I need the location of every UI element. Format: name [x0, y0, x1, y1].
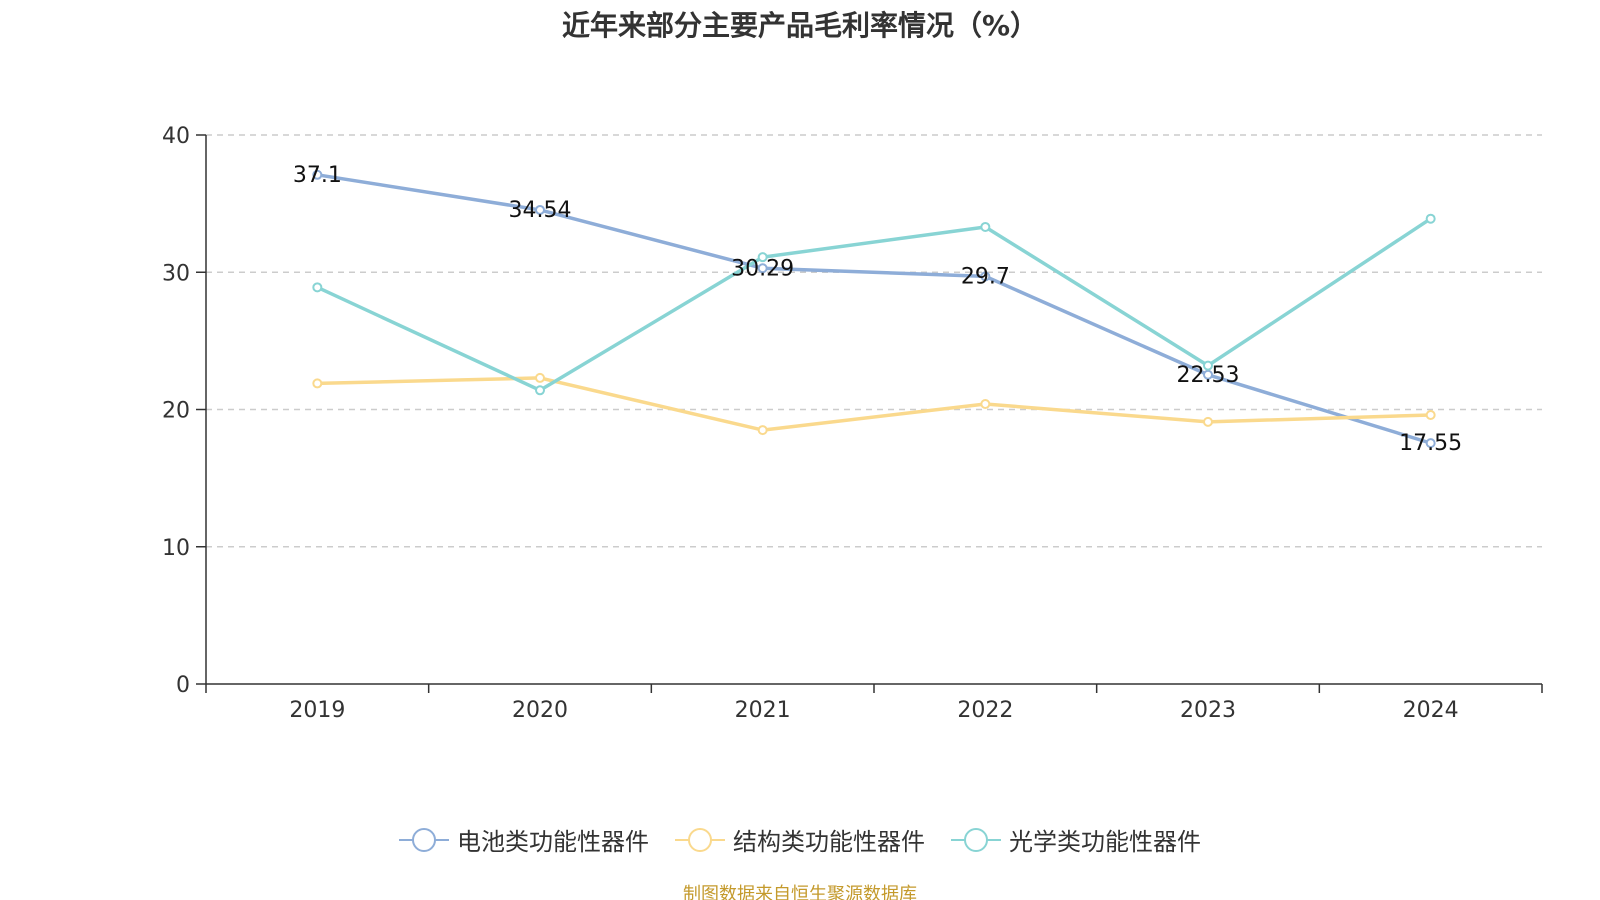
data-label: 37.1 — [293, 163, 342, 188]
data-point — [757, 263, 768, 274]
legend-swatch — [675, 826, 725, 854]
data-point — [535, 204, 545, 215]
legend: 电池类功能性器件 结构类功能性器件 光学类功能性器件 — [0, 822, 1600, 857]
x-tick-label: 2024 — [1403, 698, 1459, 723]
data-point — [757, 252, 768, 263]
data-point — [1203, 369, 1213, 380]
x-tick-label: 2023 — [1180, 698, 1236, 723]
data-point — [535, 385, 545, 396]
legend-label: 电池类功能性器件 — [457, 828, 649, 856]
legend-label: 光学类功能性器件 — [1009, 828, 1201, 856]
data-point — [1203, 416, 1213, 427]
series-line-2 — [316, 217, 1432, 393]
legend-item[interactable]: 光学类功能性器件 — [951, 822, 1201, 857]
series-layer — [312, 169, 1436, 449]
data-label: 34.54 — [509, 198, 572, 223]
series-line-0 — [317, 173, 1432, 445]
series-line-1 — [317, 376, 1431, 432]
data-point — [312, 169, 323, 180]
data-point — [535, 372, 545, 383]
data-point — [1425, 409, 1436, 420]
legend-swatch — [951, 826, 1001, 854]
data-point — [757, 425, 768, 436]
data-point — [312, 282, 323, 293]
y-tick-label: 40 — [162, 124, 190, 149]
x-tick-label: 2021 — [735, 698, 791, 723]
y-tick-label: 10 — [162, 536, 190, 561]
grid-layer — [206, 134, 1542, 548]
data-point — [1425, 438, 1436, 449]
data-point — [312, 378, 323, 389]
source-note: 制图数据来自恒生聚源数据库 — [683, 884, 917, 900]
axis-layer: 0 10 20 30 40 2019 2020 2021 2022 2023 2024 — [162, 124, 1543, 723]
y-tick-label: 20 — [162, 399, 190, 424]
data-point — [1425, 213, 1436, 224]
x-tick-label: 2022 — [957, 698, 1013, 723]
legend-item[interactable]: 电池类功能性器件 — [399, 822, 649, 857]
data-point — [980, 271, 991, 282]
data-point — [980, 399, 991, 410]
data-label: 22.53 — [1177, 363, 1240, 388]
legend-label: 结构类功能性器件 — [733, 828, 925, 856]
data-label: 17.55 — [1399, 431, 1462, 456]
y-tick-label: 0 — [176, 673, 190, 698]
x-tick-label: 2019 — [289, 698, 345, 723]
legend-item[interactable]: 结构类功能性器件 — [675, 822, 925, 857]
legend-swatch — [399, 826, 449, 854]
data-point — [980, 221, 991, 232]
data-label: 30.29 — [731, 256, 794, 281]
x-tick-label: 2020 — [512, 698, 568, 723]
chart-title: 近年来部分主要产品毛利率情况（%） — [561, 9, 1039, 42]
data-point — [1203, 360, 1213, 371]
label-layer: 37.1 34.54 30.29 29.7 22.53 17.55 — [293, 163, 1462, 456]
y-tick-label: 30 — [162, 261, 190, 286]
data-label: 29.7 — [961, 264, 1010, 289]
